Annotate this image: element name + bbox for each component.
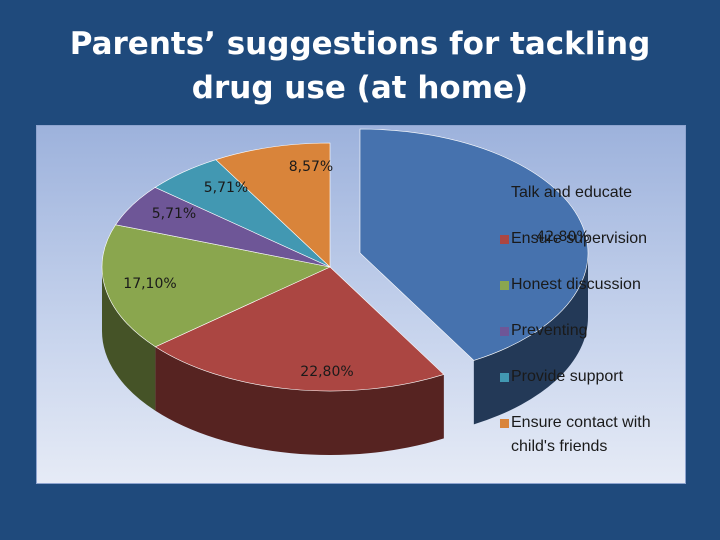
pie-slice [101, 224, 331, 348]
legend-item: Ensure supervision [496, 227, 686, 273]
legend-label: Talk and educate [511, 184, 632, 201]
data-label: 22,80% [300, 364, 353, 380]
legend-swatch [500, 281, 509, 290]
slide-title: Parents’ suggestions for tackling drug u… [69, 26, 651, 106]
legend-swatch [500, 373, 509, 382]
legend-swatch [500, 189, 509, 198]
legend-label: Provide support [511, 368, 624, 385]
pie-slice-side [155, 346, 444, 455]
chart-legend: Talk and educate Ensure supervision Honest… [496, 181, 686, 457]
legend-item: Provide support [496, 365, 686, 411]
pie-slice [154, 266, 445, 392]
pie-slice [359, 128, 589, 361]
legend-label: Ensure contact with child's friends [511, 414, 651, 455]
legend-item: Honest discussion [496, 273, 686, 319]
data-label: 5,71% [152, 206, 196, 222]
legend-item: Ensure contact with child's friends [496, 411, 686, 457]
legend-label: Honest discussion [511, 276, 641, 293]
data-label: 5,71% [204, 180, 248, 196]
legend-swatch [500, 327, 509, 336]
legend-swatch [500, 235, 509, 244]
legend-swatch [500, 419, 509, 428]
pie-slice [215, 142, 331, 268]
data-label: 8,57% [289, 159, 333, 175]
legend-label: Ensure supervision [511, 230, 648, 247]
legend-label: Preventing [511, 322, 588, 339]
data-label: 17,10% [123, 276, 176, 292]
legend-item: Preventing [496, 319, 686, 365]
pie-slice-side [102, 267, 156, 411]
legend-item: Talk and educate [496, 181, 686, 227]
data-label: 42,80% [536, 229, 589, 245]
